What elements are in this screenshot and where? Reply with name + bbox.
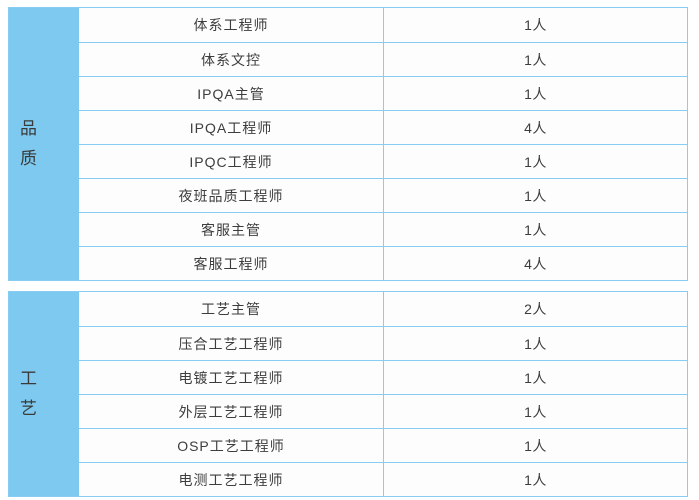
job-title-cell: OSP工艺工程师 [177, 437, 285, 454]
headcount-cell: 1人 [383, 179, 687, 212]
job-title-cell: 电镀工艺工程师 [178, 369, 284, 386]
table-row: 客服主管 1人 [79, 212, 687, 246]
job-title-cell: IPQA工程师 [189, 119, 273, 136]
table-row: 电镀工艺工程师 1人 [79, 360, 687, 394]
table-row: 体系工程师 1人 [79, 8, 687, 42]
table-row: OSP工艺工程师 1人 [79, 428, 687, 462]
job-title-cell: 体系文控 [201, 51, 261, 68]
section-label-cell: 品质 [9, 8, 79, 280]
headcount-cell: 4人 [383, 111, 687, 144]
table-row: 体系文控 1人 [79, 42, 687, 76]
section-label-char: 质 [20, 149, 37, 168]
table-row: 客服工程师 4人 [79, 246, 687, 280]
headcount-cell: 1人 [383, 395, 687, 428]
section-label-char: 品 [20, 119, 37, 138]
headcount-cell: 1人 [383, 361, 687, 394]
table-row: 外层工艺工程师 1人 [79, 394, 687, 428]
table-row: 电测工艺工程师 1人 [79, 462, 687, 496]
table-row: 夜班品质工程师 1人 [79, 178, 687, 212]
headcount-cell: 1人 [383, 77, 687, 110]
job-title-cell: 外层工艺工程师 [178, 403, 284, 420]
job-title-cell: IPQA主管 [197, 85, 265, 102]
headcount-cell: 1人 [383, 43, 687, 76]
table-row: 工艺主管 2人 [79, 292, 687, 326]
headcount-cell: 1人 [383, 463, 687, 496]
table-row: IPQC工程师 1人 [79, 144, 687, 178]
job-title-cell: 工艺主管 [201, 301, 261, 317]
job-title-cell: 客服工程师 [193, 255, 269, 272]
headcount-cell: 1人 [383, 145, 687, 178]
table-row: IPQA主管 1人 [79, 76, 687, 110]
staffing-table: 品质 体系工程师 1人 体系文控 1人 IPQA主管 1人 IPQA工程师 4人… [8, 7, 688, 497]
job-title-cell: 体系工程师 [193, 17, 269, 33]
section-label-char: 艺 [20, 399, 37, 418]
headcount-cell: 4人 [383, 247, 687, 280]
section-label-char: 工 [20, 369, 37, 388]
job-title-cell: 夜班品质工程师 [178, 187, 284, 204]
job-title-cell: 压合工艺工程师 [178, 335, 284, 352]
table-section: 品质 体系工程师 1人 体系文控 1人 IPQA主管 1人 IPQA工程师 4人… [8, 7, 688, 281]
job-title-cell: IPQC工程师 [189, 153, 273, 170]
job-title-cell: 电测工艺工程师 [178, 471, 284, 488]
section-rows: 体系工程师 1人 体系文控 1人 IPQA主管 1人 IPQA工程师 4人 IP… [79, 8, 687, 280]
headcount-cell: 1人 [383, 8, 687, 42]
section-rows: 工艺主管 2人 压合工艺工程师 1人 电镀工艺工程师 1人 外层工艺工程师 1人… [79, 292, 687, 496]
headcount-cell: 1人 [383, 213, 687, 246]
headcount-cell: 1人 [383, 429, 687, 462]
job-title-cell: 客服主管 [201, 221, 261, 238]
table-row: 压合工艺工程师 1人 [79, 326, 687, 360]
headcount-cell: 2人 [383, 292, 687, 326]
headcount-cell: 1人 [383, 327, 687, 360]
section-label-cell: 工艺 [9, 292, 79, 496]
table-row: IPQA工程师 4人 [79, 110, 687, 144]
table-section: 工艺 工艺主管 2人 压合工艺工程师 1人 电镀工艺工程师 1人 外层工艺工程师… [8, 291, 688, 497]
